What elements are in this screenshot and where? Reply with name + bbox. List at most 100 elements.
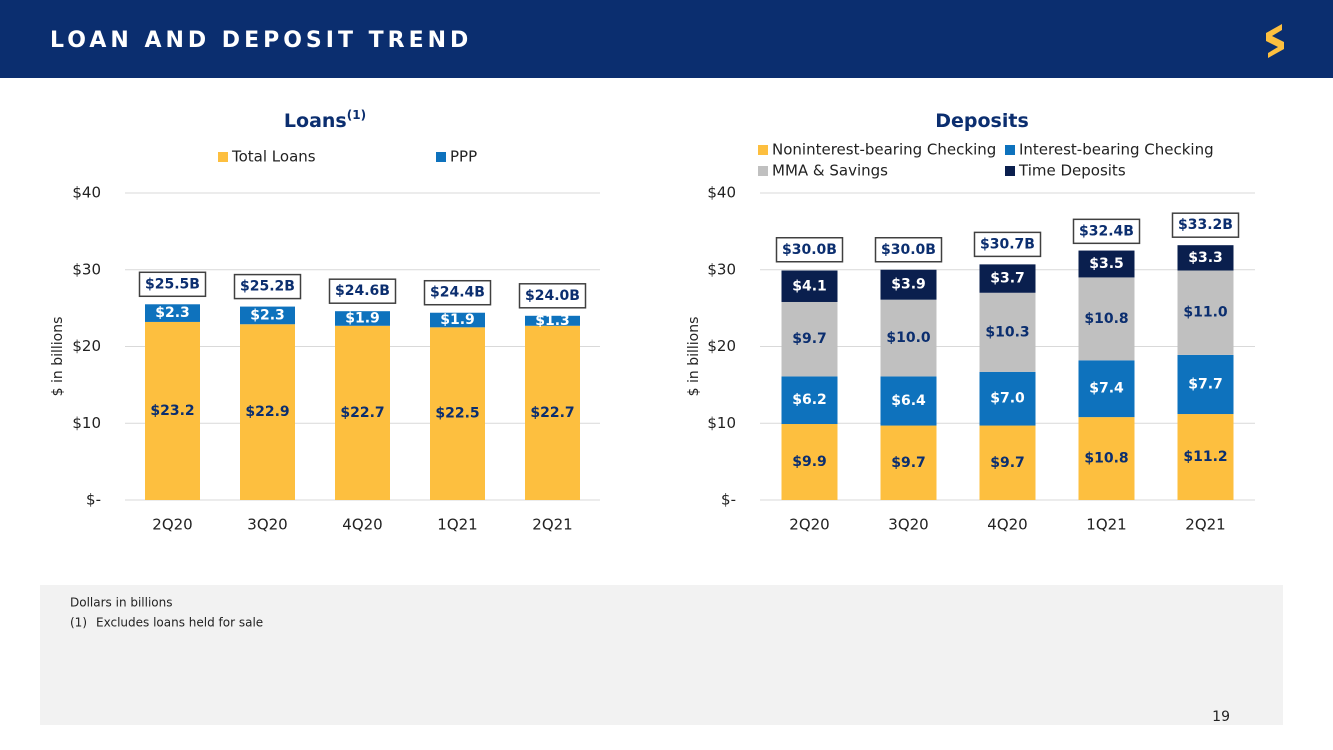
total-box (1171, 212, 1240, 238)
data-label: $22.7 (530, 405, 574, 421)
total-label: $24.4B (430, 285, 485, 301)
x-tick-label: 2Q20 (789, 516, 829, 534)
bar-segment (880, 425, 937, 500)
footnote: Dollars in billions (70, 596, 173, 610)
bar-segment (979, 371, 1036, 426)
chart-title-text: Loans (284, 110, 347, 132)
legend-swatch (218, 152, 228, 162)
x-tick-label: 3Q20 (888, 516, 928, 534)
bar-segment (1078, 360, 1135, 418)
data-label: $3.9 (891, 277, 926, 293)
bar-segment (1078, 250, 1135, 278)
bar-segment (240, 324, 295, 500)
footnote: Excludes loans held for sale (96, 616, 263, 630)
header-title: LOAN AND DEPOSIT TREND (50, 28, 472, 53)
total-box (874, 237, 943, 263)
y-tick-label: $20 (72, 337, 101, 355)
header-bar (0, 0, 1333, 78)
bar-segment (781, 376, 838, 425)
total-box (423, 279, 492, 306)
legend-swatch (436, 152, 446, 162)
x-tick-label: 4Q20 (342, 516, 382, 534)
bar-segment (525, 325, 580, 500)
bar-segment (979, 264, 1036, 293)
y-tick-label: $40 (707, 184, 736, 202)
total-box (518, 283, 587, 309)
data-label: $22.9 (245, 404, 289, 420)
footnote-marker: (1) (70, 616, 87, 630)
total-box (1072, 218, 1141, 245)
data-label: $2.3 (250, 307, 285, 323)
legend-label: Interest-bearing Checking (1019, 141, 1214, 159)
y-tick-label: $30 (707, 260, 736, 278)
data-label: $4.1 (792, 278, 827, 294)
legend-swatch (758, 145, 768, 155)
bar-segment (1177, 270, 1234, 355)
x-tick-label: 1Q21 (1086, 516, 1126, 534)
data-label: $11.2 (1183, 449, 1227, 465)
total-label: $32.4B (1079, 223, 1134, 239)
bar-segment (335, 325, 390, 500)
total-box (328, 278, 397, 304)
bar-segment (781, 270, 838, 302)
x-tick-label: 2Q21 (532, 516, 572, 534)
data-label: $23.2 (150, 403, 194, 419)
x-tick-label: 2Q20 (152, 516, 192, 534)
y-tick-label: $40 (72, 184, 101, 202)
page-number: 19 (1212, 709, 1230, 725)
legend-swatch (1005, 145, 1015, 155)
data-label: $22.5 (435, 406, 479, 422)
total-label: $30.0B (782, 242, 837, 258)
data-label: $3.3 (1188, 250, 1223, 266)
data-label: $9.7 (792, 331, 827, 347)
total-label: $25.2B (240, 279, 295, 295)
data-label: $11.0 (1183, 305, 1228, 321)
bar-segment (335, 311, 390, 326)
data-label: $7.4 (1089, 381, 1124, 397)
y-tick-label: $10 (72, 414, 101, 432)
data-label: $6.2 (792, 392, 827, 408)
bar-segment (979, 425, 1036, 500)
legend-label: MMA & Savings (772, 162, 888, 180)
legend-label: Time Deposits (1018, 162, 1126, 180)
chart-title: Loans(1) (284, 108, 366, 132)
y-tick-label: $20 (707, 337, 736, 355)
total-box (233, 273, 302, 300)
y-tick-label: $- (721, 491, 736, 509)
y-tick-label: $30 (72, 260, 101, 278)
legend-label: Total Loans (231, 148, 316, 166)
data-label: $9.9 (792, 454, 827, 470)
data-label: $10.3 (985, 324, 1029, 340)
total-label: $24.0B (525, 288, 580, 304)
bar-segment (145, 304, 200, 322)
total-label: $24.6B (335, 283, 390, 299)
data-label: $1.3 (535, 313, 570, 329)
data-label: $2.3 (155, 305, 190, 321)
chart-title-text: Deposits (935, 110, 1029, 132)
bar-segment (1177, 245, 1234, 271)
data-label: $3.7 (990, 271, 1025, 287)
data-label: $10.8 (1084, 311, 1128, 327)
legend-label: PPP (450, 148, 477, 166)
x-tick-label: 1Q21 (437, 516, 477, 534)
total-label: $30.0B (881, 242, 936, 258)
data-label: $22.7 (340, 405, 384, 421)
legend-swatch (1005, 166, 1015, 176)
data-label: $3.5 (1089, 256, 1124, 272)
data-label: $7.0 (990, 391, 1025, 407)
y-axis-label: $ in billions (50, 317, 66, 397)
total-box (138, 271, 207, 298)
data-label: $9.7 (990, 455, 1025, 471)
bar-segment (1177, 414, 1234, 500)
bar-segment (1177, 354, 1234, 415)
bar-segment (430, 327, 485, 500)
data-label: $9.7 (891, 455, 926, 471)
x-tick-label: 4Q20 (987, 516, 1027, 534)
total-box (973, 231, 1042, 258)
total-label: $33.2B (1178, 217, 1233, 233)
x-tick-label: 2Q21 (1185, 516, 1225, 534)
data-label: $7.7 (1188, 376, 1223, 392)
data-label: $10.0 (886, 330, 931, 346)
